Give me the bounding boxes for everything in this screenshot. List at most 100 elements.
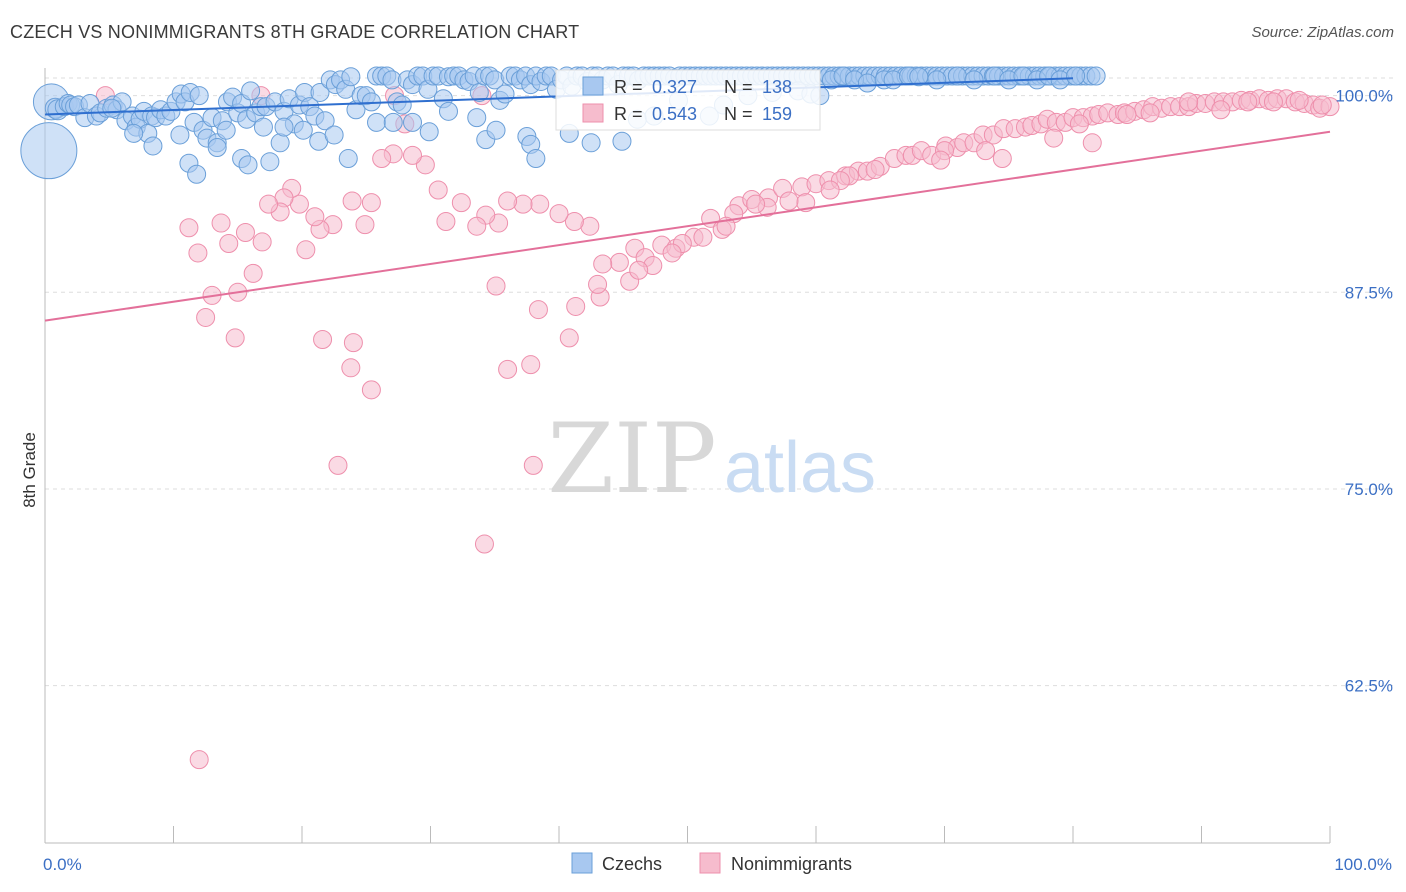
nonimm-point-109 <box>779 191 799 211</box>
y-tick-labels: 100.0% 87.5% 75.0% 62.5% <box>1335 87 1393 696</box>
x-tick-label-0: 0.0% <box>43 855 82 874</box>
nonimm-point-6 <box>361 380 381 400</box>
nonimm-point-15 <box>528 300 548 320</box>
nonimm-point-120 <box>593 254 613 274</box>
nonimm-point-143 <box>305 207 325 227</box>
nonimm-point-129 <box>467 216 487 236</box>
bottom-legend-swatch-nonimm <box>699 852 721 874</box>
nonimm-point-139 <box>355 215 375 235</box>
czechs-point-215 <box>187 164 207 184</box>
nonimm-point-20 <box>588 274 608 294</box>
legend-nonimm-r-value: 0.543 <box>652 104 697 124</box>
axes <box>44 68 1331 844</box>
czechs-point-258 <box>927 70 947 90</box>
czechs-point-212 <box>143 136 163 156</box>
legend-czechs-n-label: N = <box>724 77 753 97</box>
legend-nonimm-n-value: 159 <box>762 104 792 124</box>
legend-nonimm-n-label: N = <box>724 104 753 124</box>
czechs-point-219 <box>238 155 258 175</box>
czechs-point-59 <box>315 111 335 131</box>
nonimm-point-97 <box>1117 104 1137 124</box>
y-tick-label-3: 62.5% <box>1345 677 1393 696</box>
nonimm-point-10 <box>225 328 245 348</box>
czechs-point-231 <box>467 108 487 128</box>
czechs-point-1 <box>20 122 78 180</box>
czechs-point-228 <box>403 112 423 132</box>
czechs-point-239 <box>612 131 632 151</box>
nonimm-point-103 <box>931 150 951 170</box>
nonimm-point-140 <box>342 191 362 211</box>
czechs-point-58 <box>310 82 330 102</box>
czechs-point-221 <box>274 117 294 137</box>
nonimm-point-100 <box>992 149 1012 169</box>
czechs-point-209 <box>1086 66 1106 86</box>
nonimm-point-90 <box>1211 100 1231 120</box>
nonimm-point-94 <box>1312 95 1332 115</box>
legend-czechs-r-value: 0.327 <box>652 77 697 97</box>
y-tick-label-1: 87.5% <box>1345 283 1393 302</box>
czechs-point-257 <box>909 67 929 87</box>
nonimm-point-122 <box>564 211 584 231</box>
source-credit: Source: ZipAtlas.com <box>1251 24 1394 41</box>
nonimm-point-101 <box>976 141 996 161</box>
nonimm-point-111 <box>746 194 766 214</box>
czechs-point-213 <box>170 125 190 145</box>
nonimm-point-16 <box>486 276 506 296</box>
nonimm-point-8 <box>343 333 363 353</box>
nonimm-point-18 <box>566 296 586 316</box>
czechs-point-238 <box>581 133 601 153</box>
nonimm-point-133 <box>415 155 435 175</box>
nonimm-point-124 <box>530 194 550 214</box>
nonimm-point-12 <box>523 455 543 475</box>
czechs-point-217 <box>216 120 236 140</box>
czechs-point-224 <box>324 125 344 145</box>
czechs-point-44 <box>241 81 261 101</box>
nonimm-point-152 <box>235 222 255 242</box>
nonimm-point-92 <box>1263 92 1283 112</box>
nonimm-point-149 <box>259 194 279 214</box>
nonimm-point-14 <box>498 359 518 379</box>
nonimm-point-159 <box>179 218 199 238</box>
czechs-point-229 <box>419 122 439 142</box>
nonimm-point-157 <box>196 307 216 327</box>
legend-swatch-czechs <box>582 76 604 96</box>
nonimm-point-99 <box>1082 133 1102 153</box>
y-tick-label-2: 75.0% <box>1345 480 1393 499</box>
chart-title: CZECH VS NONIMMIGRANTS 8TH GRADE CORRELA… <box>10 22 580 42</box>
nonimm-point-119 <box>609 252 629 272</box>
nonimm-point-150 <box>252 232 272 252</box>
czechs-point-225 <box>338 149 358 169</box>
czechs-point-230 <box>438 101 458 121</box>
nonimm-point-144 <box>296 240 316 260</box>
czechs-point-227 <box>383 112 403 132</box>
czechs-point-267 <box>1066 66 1086 86</box>
bottom-legend-nonimm: Nonimmigrants <box>731 854 852 874</box>
x-tick-label-1: 100.0% <box>1334 855 1392 874</box>
czechs-point-210 <box>102 98 122 118</box>
nonimm-point-104 <box>865 160 885 180</box>
nonimm-point-4 <box>189 750 209 770</box>
nonimm-point-131 <box>436 211 456 231</box>
nonimmigrants-points <box>95 86 1340 770</box>
czechs-point-211 <box>124 123 144 143</box>
nonimm-point-89 <box>1179 92 1199 112</box>
czechs-point-50 <box>270 133 290 153</box>
bottom-legend-czechs: Czechs <box>602 854 662 874</box>
watermark-zip: ZIP <box>547 403 716 515</box>
czechs-point-222 <box>293 120 313 140</box>
legend-swatch-nonimm <box>582 103 604 123</box>
nonimm-point-138 <box>361 193 381 213</box>
czechs-point-253 <box>857 73 877 93</box>
nonimm-point-98 <box>1140 103 1160 123</box>
nonimm-point-137 <box>372 149 392 169</box>
watermark: ZIP atlas <box>547 403 876 515</box>
nonimm-point-125 <box>513 194 533 214</box>
nonimm-point-9 <box>313 329 333 349</box>
nonimm-point-107 <box>820 180 840 200</box>
nonimm-point-95 <box>1044 128 1064 148</box>
bottom-legend-swatch-czechs <box>571 852 593 874</box>
nonimm-point-130 <box>451 193 471 213</box>
nonimm-point-114 <box>693 227 713 247</box>
legend-box: R = 0.327 N = 138 R = 0.543 N = 159 <box>555 69 821 131</box>
